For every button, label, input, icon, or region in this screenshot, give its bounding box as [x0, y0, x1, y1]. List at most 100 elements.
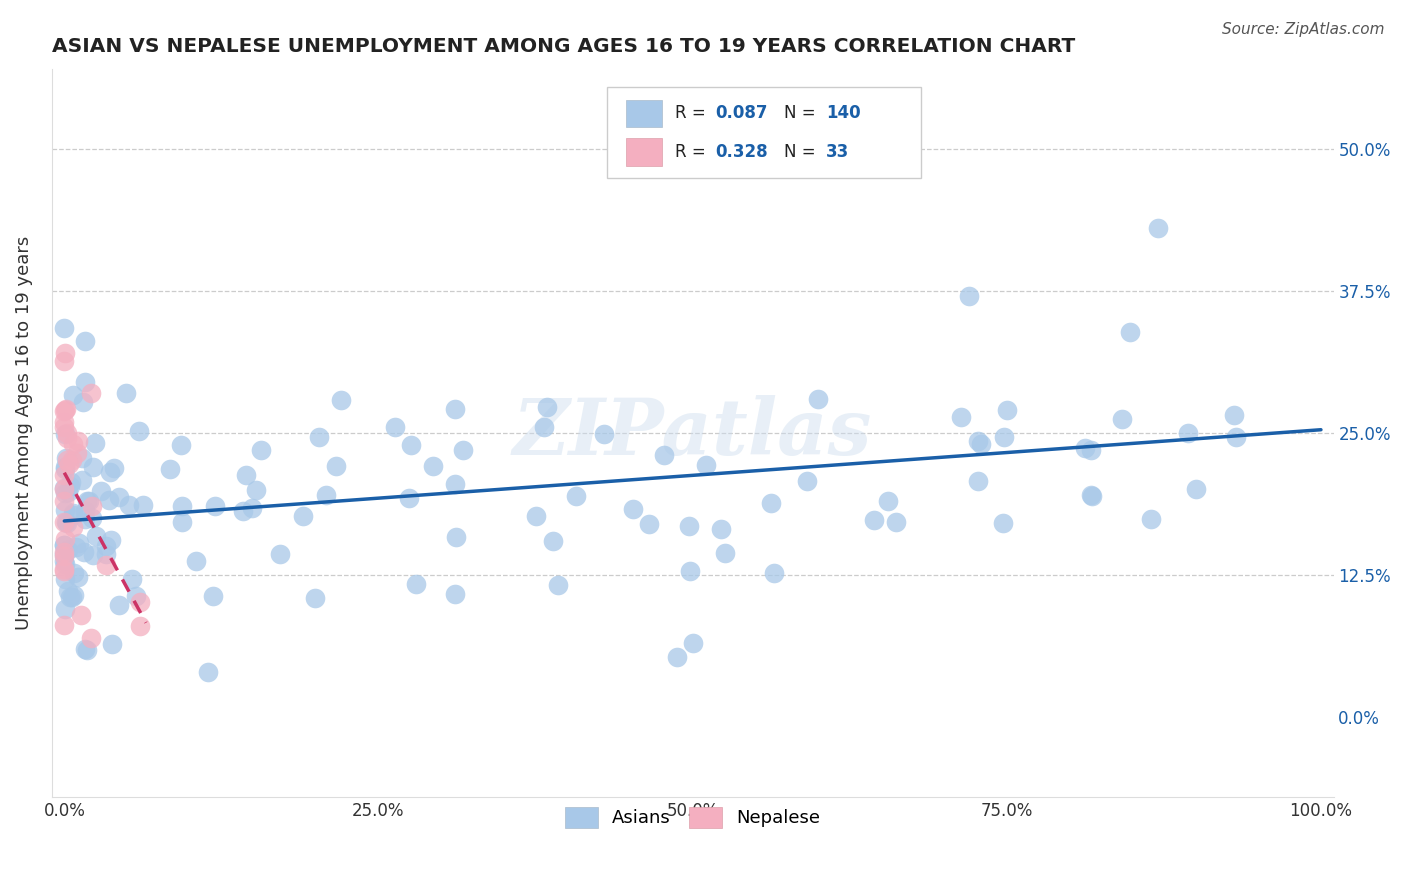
Point: [55, 451, 77, 466]
Point: [565, 490, 588, 504]
Point: [79, 494, 101, 508]
Point: [53, 420, 76, 434]
Point: [101, 636, 124, 650]
Point: [70, 473, 93, 487]
Point: [1119, 325, 1142, 339]
Point: [638, 516, 661, 531]
Point: [100, 533, 122, 548]
Point: [172, 515, 194, 529]
Point: [67, 569, 90, 583]
Point: [70, 607, 93, 622]
Point: [53, 618, 76, 632]
Point: [422, 459, 444, 474]
Point: [995, 403, 1018, 417]
Point: [232, 504, 254, 518]
Point: [993, 430, 1015, 444]
Point: [678, 518, 700, 533]
Point: [60, 453, 83, 467]
Point: [304, 591, 326, 606]
FancyBboxPatch shape: [626, 100, 662, 128]
Point: [159, 462, 181, 476]
Point: [73, 375, 96, 389]
Legend: Asians, Nepalese: Asians, Nepalese: [558, 800, 827, 835]
Point: [53, 321, 76, 335]
Point: [53, 462, 76, 476]
Point: [53, 545, 76, 559]
Point: [53, 403, 76, 417]
Point: [950, 410, 973, 425]
Point: [533, 420, 555, 434]
Point: [269, 547, 291, 561]
Point: [53, 346, 76, 360]
Point: [536, 401, 558, 415]
Point: [235, 467, 257, 482]
Point: [55, 515, 77, 529]
Text: ZIPatlas: ZIPatlas: [513, 394, 872, 471]
Point: [1140, 512, 1163, 526]
Point: [621, 502, 644, 516]
Point: [128, 595, 150, 609]
Point: [73, 334, 96, 348]
Point: [593, 427, 616, 442]
Point: [53, 562, 76, 576]
Point: [118, 499, 141, 513]
Point: [1080, 487, 1102, 501]
Point: [66, 446, 89, 460]
Point: [291, 509, 314, 524]
Point: [59, 590, 82, 604]
Point: [197, 665, 219, 679]
Point: [444, 587, 467, 601]
Point: [59, 479, 82, 493]
Point: [58, 584, 80, 599]
Point: [969, 436, 991, 450]
Point: [75, 504, 97, 518]
Point: [90, 484, 112, 499]
Point: [70, 450, 93, 465]
Point: [384, 420, 406, 434]
Point: [79, 386, 101, 401]
Point: [863, 513, 886, 527]
Point: [308, 430, 330, 444]
Point: [1080, 489, 1102, 503]
Point: [53, 515, 76, 529]
Point: [1225, 430, 1247, 444]
Point: [56, 453, 79, 467]
Point: [1223, 409, 1246, 423]
Point: [710, 522, 733, 536]
Point: [524, 508, 547, 523]
Point: [886, 515, 908, 529]
Text: N =: N =: [783, 143, 821, 161]
Point: [114, 386, 136, 401]
Point: [53, 481, 76, 495]
Point: [55, 402, 77, 417]
Point: [63, 588, 86, 602]
Point: [82, 499, 104, 513]
Text: N =: N =: [783, 104, 821, 122]
Point: [96, 539, 118, 553]
Text: 140: 140: [825, 104, 860, 122]
Point: [1177, 425, 1199, 440]
Point: [98, 493, 121, 508]
Point: [250, 443, 273, 458]
Point: [56, 485, 79, 500]
Point: [541, 534, 564, 549]
Point: [444, 402, 467, 417]
Point: [966, 474, 988, 488]
Point: [80, 511, 103, 525]
Point: [128, 424, 150, 438]
Point: [679, 564, 702, 578]
Point: [96, 548, 118, 562]
Point: [121, 572, 143, 586]
Point: [446, 530, 468, 544]
Point: [62, 566, 84, 580]
Point: [53, 403, 76, 417]
Point: [170, 437, 193, 451]
Point: [82, 459, 104, 474]
Point: [186, 554, 208, 568]
Point: [53, 538, 76, 552]
Point: [665, 650, 688, 665]
Point: [53, 532, 76, 546]
Point: [53, 467, 76, 482]
Point: [131, 498, 153, 512]
Point: [53, 602, 76, 616]
